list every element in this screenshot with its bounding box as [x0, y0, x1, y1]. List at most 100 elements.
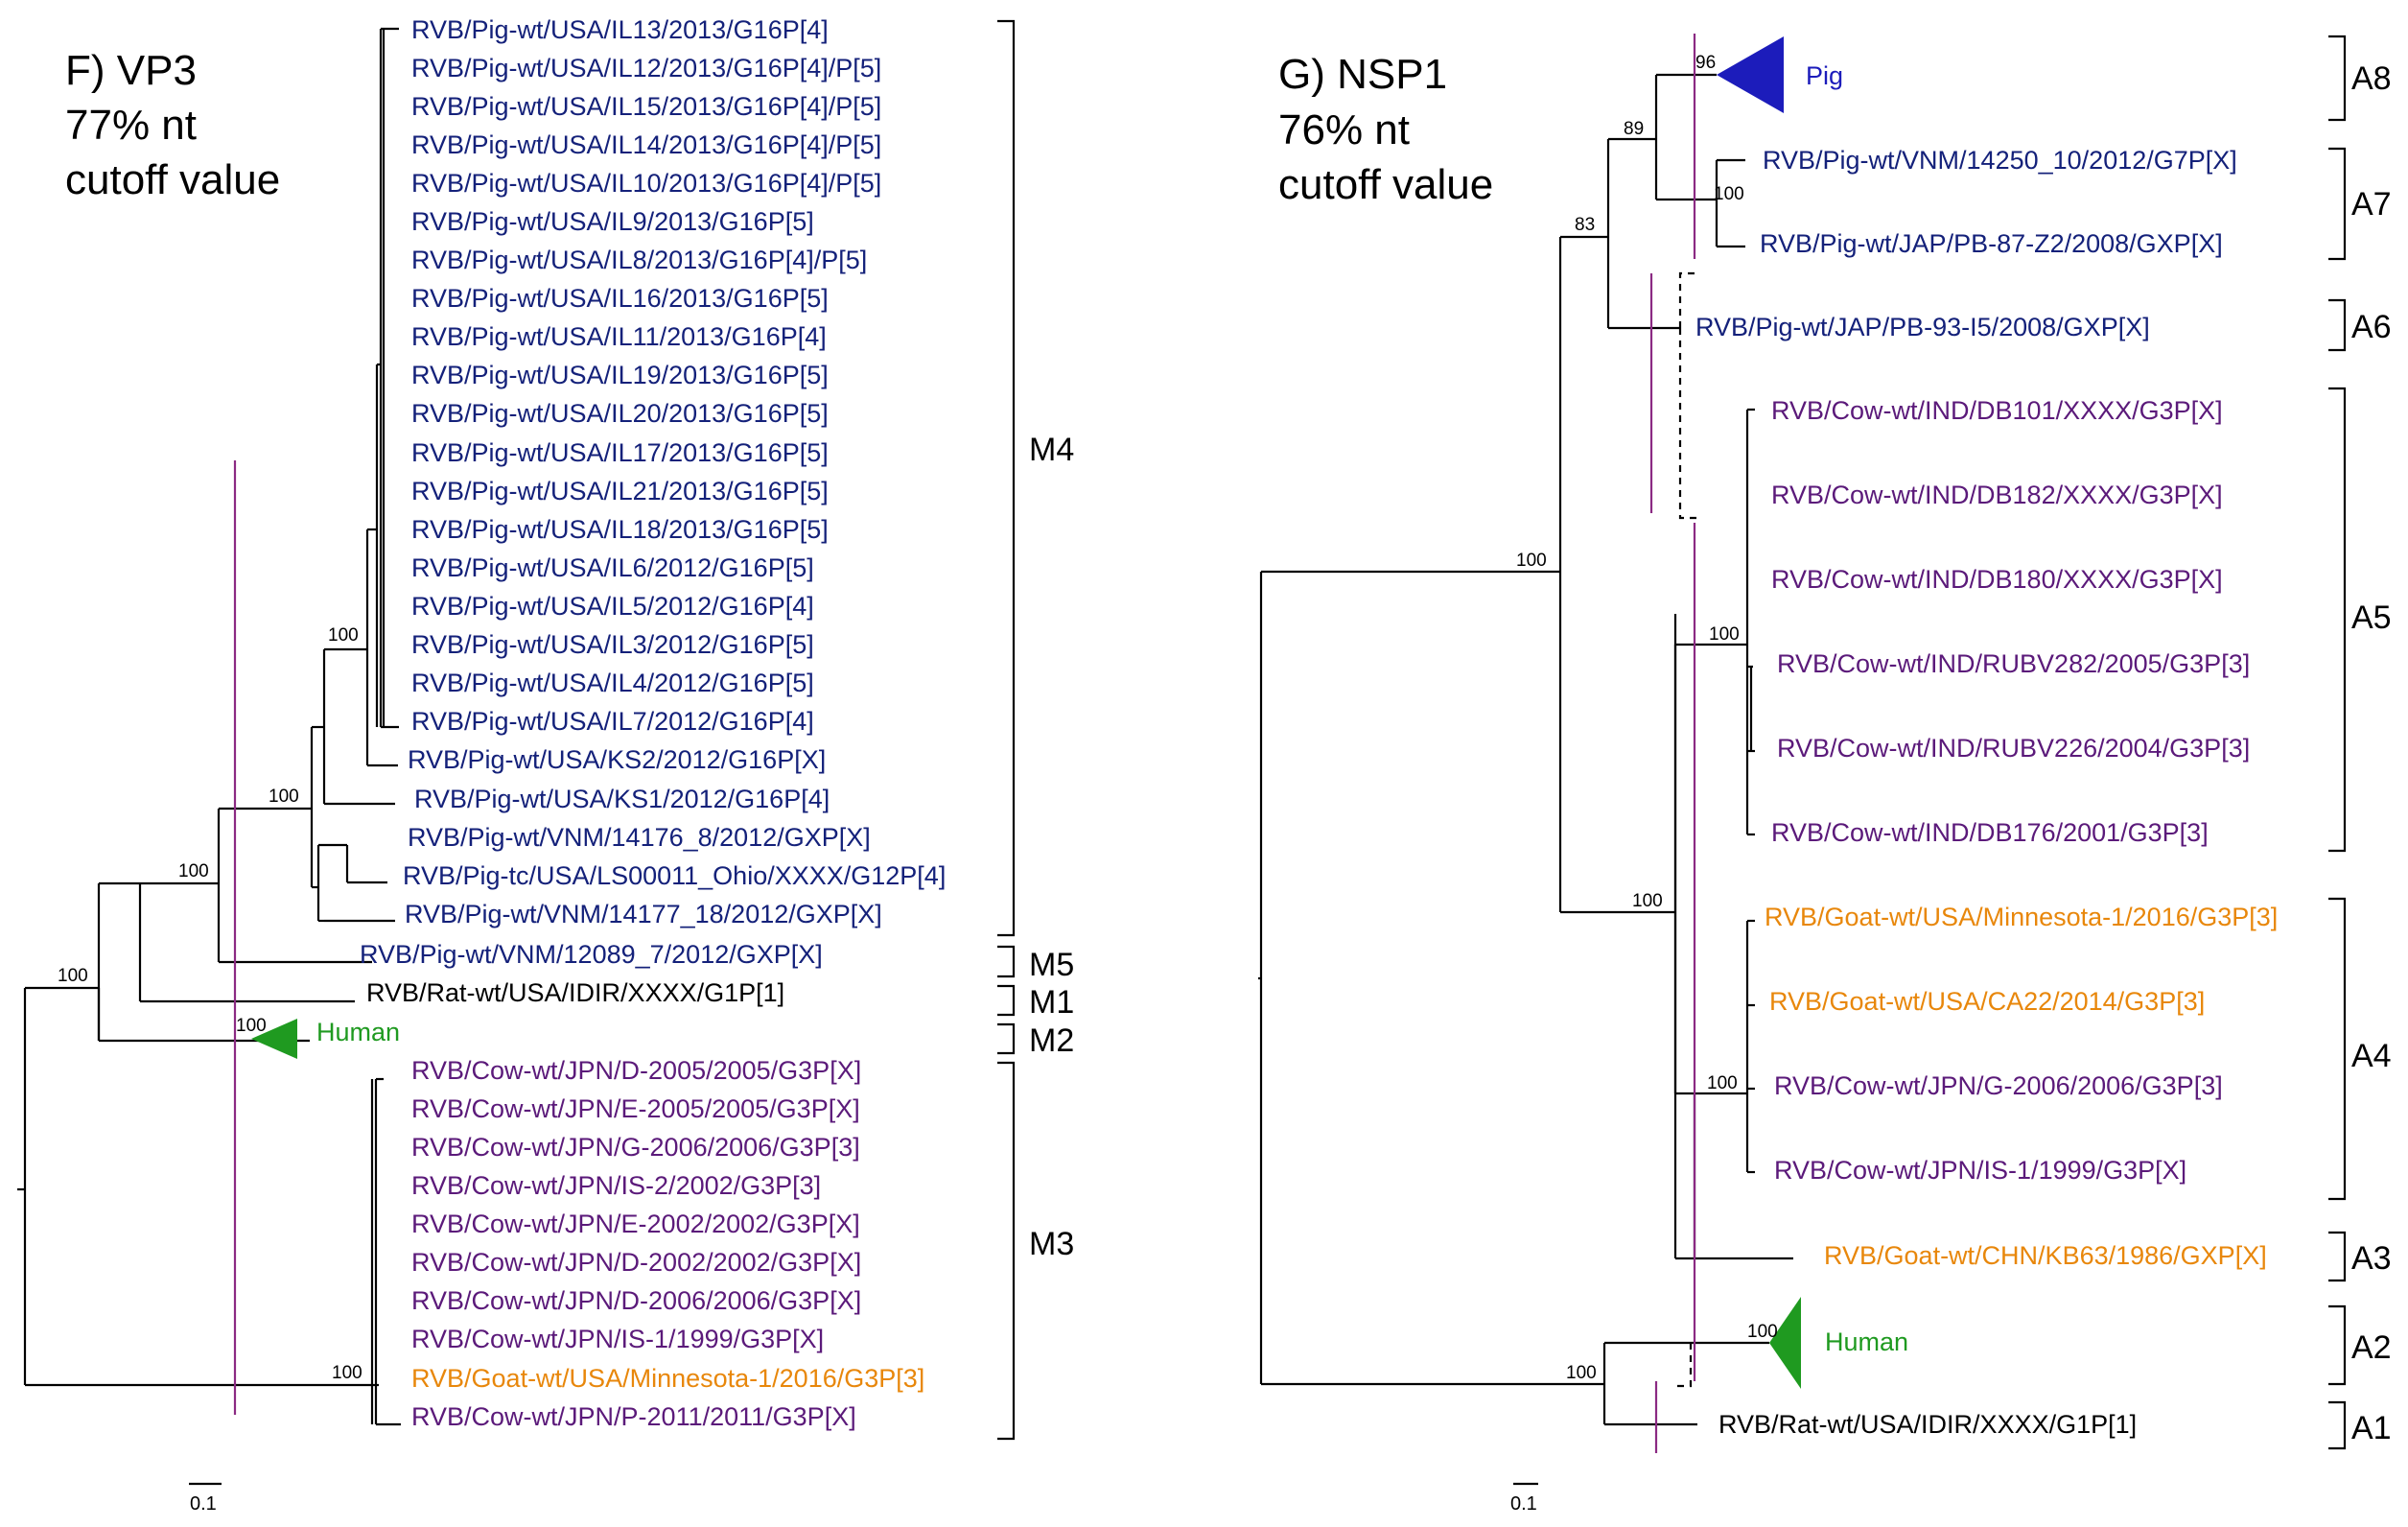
clade-label: A7: [2351, 186, 2392, 223]
panel-g-cutoff-percent: 76% nt: [1278, 106, 1410, 153]
panel-g-leaf-labels: Pig RVB/Pig-wt/VNM/14250_10/2012/G7P[X] …: [1695, 61, 2278, 1439]
leaf-label: RVB/Pig-wt/USA/IL5/2012/G16P[4]: [411, 592, 814, 621]
clade-label: M4: [1029, 432, 1074, 468]
leaf-label: RVB/Rat-wt/USA/IDIR/XXXX/G1P[1]: [366, 978, 784, 1007]
support-value: 100: [1516, 551, 1547, 571]
leaf-label: RVB/Cow-wt/JPN/G-2006/2006/G3P[3]: [411, 1133, 860, 1162]
leaf-label: RVB/Pig-wt/USA/IL7/2012/G16P[4]: [411, 707, 814, 736]
support-value: 89: [1624, 119, 1644, 139]
leaf-label: RVB/Pig-wt/USA/IL11/2013/G16P[4]: [411, 322, 827, 351]
panel-g-cutoff-line: [1649, 34, 1696, 1453]
leaf-label: RVB/Cow-wt/IND/DB176/2001/G3P[3]: [1771, 818, 2209, 847]
clade-label: A5: [2351, 599, 2392, 636]
support-value: 100: [1566, 1363, 1597, 1383]
leaf-label: RVB/Pig-wt/JAP/PB-93-I5/2008/GXP[X]: [1695, 313, 2150, 341]
leaf-label: RVB/Cow-wt/JPN/E-2002/2002/G3P[X]: [411, 1210, 860, 1238]
support-value: 100: [58, 966, 88, 986]
leaf-label: RVB/Pig-wt/USA/IL6/2012/G16P[5]: [411, 553, 814, 582]
leaf-label: RVB/Pig-wt/USA/IL9/2013/G16P[5]: [411, 207, 814, 236]
leaf-label: RVB/Pig-wt/VNM/14250_10/2012/G7P[X]: [1763, 146, 2237, 175]
clade-label: A3: [2351, 1240, 2392, 1277]
clade-label: M1: [1029, 984, 1074, 1021]
leaf-label: RVB/Pig-wt/USA/KS1/2012/G16P[4]: [414, 785, 830, 813]
leaf-label: RVB/Cow-wt/IND/DB101/XXXX/G3P[X]: [1771, 396, 2223, 425]
panel-f-human-clade-triangle: [251, 1019, 297, 1059]
panel-g-pig-clade-triangle: [1717, 36, 1784, 113]
leaf-label: RVB/Cow-wt/IND/DB180/XXXX/G3P[X]: [1771, 565, 2223, 594]
leaf-label: RVB/Pig-wt/USA/IL3/2012/G16P[5]: [411, 630, 814, 659]
leaf-label: Human: [1825, 1327, 1908, 1356]
support-value: 100: [328, 625, 359, 646]
support-value: 100: [269, 787, 299, 807]
support-value: 100: [332, 1363, 362, 1383]
leaf-label: RVB/Cow-wt/JPN/G-2006/2006/G3P[3]: [1774, 1071, 2223, 1100]
leaf-label: RVB/Cow-wt/JPN/E-2005/2005/G3P[X]: [411, 1094, 860, 1123]
panel-g-scale-label: 0.1: [1510, 1493, 1537, 1515]
leaf-label: RVB/Pig-wt/VNM/14177_18/2012/GXP[X]: [405, 900, 882, 928]
leaf-label: RVB/Goat-wt/CHN/KB63/1986/GXP[X]: [1824, 1241, 2267, 1270]
panel-g-dashed-branches: [1673, 271, 1697, 1388]
panel-f-support-values: 100 100 100 100 100 100: [58, 625, 362, 1383]
leaf-label: RVB/Pig-wt/USA/IL18/2013/G16P[5]: [411, 515, 829, 544]
leaf-label: RVB/Pig-wt/USA/IL17/2013/G16P[5]: [411, 438, 829, 467]
leaf-label: RVB/Pig-wt/USA/IL16/2013/G16P[5]: [411, 284, 829, 313]
support-value: 100: [1632, 891, 1663, 911]
leaf-label: RVB/Pig-wt/USA/IL15/2013/G16P[4]/P[5]: [411, 92, 881, 121]
panel-f-branches: [17, 27, 401, 1426]
support-value: 100: [1709, 624, 1740, 645]
panel-g-support-values: 96 89 100 83 100 100 100 100 100 100: [1516, 53, 1778, 1383]
leaf-label: RVB/Cow-wt/JPN/D-2002/2002/G3P[X]: [411, 1248, 861, 1277]
panel-f-clade-brackets: M4 M5 M1 M2 M3: [997, 19, 1074, 1441]
panel-g-clade-brackets: A8 A7 A6 A5 A4 A3 A2 A1: [2328, 35, 2392, 1450]
leaf-label: RVB/Goat-wt/USA/Minnesota-1/2016/G3P[3]: [1765, 903, 2278, 931]
leaf-label: RVB/Pig-wt/USA/IL12/2013/G16P[4]/P[5]: [411, 54, 881, 82]
leaf-label: RVB/Rat-wt/USA/IDIR/XXXX/G1P[1]: [1718, 1410, 2137, 1439]
panel-f-scale-label: 0.1: [190, 1493, 217, 1515]
panel-g-branches: [1258, 73, 1793, 1426]
support-value: 100: [178, 861, 209, 881]
leaf-label: RVB/Pig-wt/USA/IL14/2013/G16P[4]/P[5]: [411, 130, 881, 159]
panel-f-vp3: F) VP3 77% nt cutoff value: [17, 15, 1074, 1515]
clade-label: M2: [1029, 1022, 1074, 1059]
clade-label: M5: [1029, 947, 1074, 983]
leaf-label: RVB/Cow-wt/JPN/P-2011/2011/G3P[X]: [411, 1402, 856, 1431]
leaf-label: RVB/Cow-wt/JPN/IS-1/1999/G3P[X]: [1774, 1156, 2186, 1185]
leaf-label: RVB/Goat-wt/USA/CA22/2014/G3P[3]: [1769, 987, 2205, 1016]
support-value: 83: [1575, 215, 1595, 235]
leaf-label: RVB/Cow-wt/JPN/IS-1/1999/G3P[X]: [411, 1325, 824, 1353]
leaf-label: RVB/Cow-wt/JPN/D-2006/2006/G3P[X]: [411, 1286, 861, 1315]
panel-f-leaf-labels: RVB/Pig-wt/USA/IL13/2013/G16P[4] RVB/Pig…: [316, 15, 946, 1431]
clade-label: A4: [2351, 1038, 2392, 1074]
leaf-label: Pig: [1806, 61, 1843, 90]
support-value: 96: [1695, 53, 1716, 73]
leaf-label: RVB/Pig-wt/VNM/14176_8/2012/GXP[X]: [408, 823, 871, 852]
leaf-label: RVB/Goat-wt/USA/Minnesota-1/2016/G3P[3]: [411, 1364, 924, 1393]
leaf-label: RVB/Pig-wt/USA/IL21/2013/G16P[5]: [411, 477, 829, 505]
support-value: 100: [1714, 184, 1744, 204]
panel-g-title: G) NSP1: [1278, 51, 1447, 98]
clade-label: A8: [2351, 60, 2392, 97]
leaf-label: RVB/Cow-wt/IND/RUBV226/2004/G3P[3]: [1777, 734, 2250, 763]
support-value: 100: [1747, 1322, 1778, 1342]
leaf-label: RVB/Pig-wt/USA/KS2/2012/G16P[X]: [408, 745, 826, 774]
leaf-label: RVB/Pig-wt/VNM/12089_7/2012/GXP[X]: [360, 940, 823, 969]
clade-label: M3: [1029, 1226, 1074, 1262]
leaf-label: RVB/Pig-wt/USA/IL4/2012/G16P[5]: [411, 669, 814, 697]
leaf-label: RVB/Cow-wt/IND/DB182/XXXX/G3P[X]: [1771, 481, 2223, 509]
clade-label: A2: [2351, 1329, 2392, 1366]
panel-g-cutoff-label: cutoff value: [1278, 161, 1493, 208]
panel-f-cutoff-label: cutoff value: [65, 156, 280, 203]
panel-g-nsp1: G) NSP1 76% nt cutoff value: [1258, 34, 2392, 1515]
leaf-label: RVB/Pig-wt/USA/IL19/2013/G16P[5]: [411, 361, 829, 389]
clade-label: A1: [2351, 1410, 2392, 1446]
leaf-label: RVB/Pig-wt/USA/IL13/2013/G16P[4]: [411, 15, 829, 44]
leaf-label: RVB/Cow-wt/JPN/IS-2/2002/G3P[3]: [411, 1171, 821, 1200]
leaf-label: RVB/Pig-wt/JAP/PB-87-Z2/2008/GXP[X]: [1760, 229, 2223, 258]
leaf-label: RVB/Cow-wt/JPN/D-2005/2005/G3P[X]: [411, 1056, 861, 1085]
leaf-label: RVB/Pig-tc/USA/LS00011_Ohio/XXXX/G12P[4]: [403, 861, 946, 890]
leaf-label: RVB/Pig-wt/USA/IL8/2013/G16P[4]/P[5]: [411, 246, 867, 274]
support-value: 100: [236, 1016, 267, 1036]
leaf-label: RVB/Pig-wt/USA/IL20/2013/G16P[5]: [411, 399, 829, 428]
panel-f-title: F) VP3: [65, 47, 197, 94]
